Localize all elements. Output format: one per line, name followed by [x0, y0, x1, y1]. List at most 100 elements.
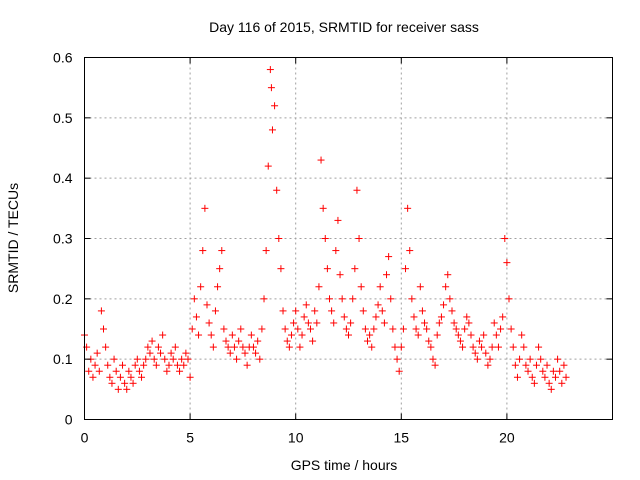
data-point — [336, 271, 344, 279]
data-point — [304, 319, 312, 327]
data-point — [537, 355, 545, 363]
data-point — [518, 331, 526, 339]
data-point — [459, 343, 467, 351]
data-point — [461, 325, 469, 333]
data-point — [161, 355, 169, 363]
data-point — [292, 307, 300, 315]
data-point — [267, 84, 275, 92]
data-point — [319, 204, 327, 212]
y-axis-label: SRMTID / TECUs — [5, 183, 21, 293]
data-point — [283, 337, 291, 345]
data-point — [368, 343, 376, 351]
y-tick-label: 0.4 — [53, 170, 73, 186]
data-point — [178, 355, 186, 363]
data-point — [347, 319, 355, 327]
data-point — [148, 337, 156, 345]
data-point — [144, 343, 152, 351]
data-point — [195, 331, 203, 339]
data-point — [119, 361, 127, 369]
data-point — [494, 343, 502, 351]
data-point — [138, 373, 146, 381]
y-tick-label: 0.5 — [53, 110, 73, 126]
data-point — [226, 349, 234, 357]
data-point — [366, 331, 374, 339]
data-point — [370, 325, 378, 333]
data-point — [142, 355, 150, 363]
data-point — [357, 283, 365, 291]
data-point — [249, 343, 257, 351]
data-point — [444, 271, 452, 279]
data-point — [203, 301, 211, 309]
data-point — [393, 355, 401, 363]
data-point — [325, 295, 333, 303]
y-tick-label: 0.3 — [53, 231, 73, 247]
data-point — [450, 319, 458, 327]
data-point — [159, 331, 167, 339]
data-point — [391, 343, 399, 351]
data-point — [224, 343, 232, 351]
data-point — [220, 325, 228, 333]
data-point — [275, 235, 283, 242]
data-point — [505, 295, 513, 303]
data-point — [421, 319, 429, 327]
data-point — [513, 373, 521, 381]
data-point — [535, 343, 543, 351]
data-point — [121, 379, 129, 387]
data-point — [281, 325, 289, 333]
data-point — [228, 331, 236, 339]
data-point — [127, 373, 135, 381]
data-point — [167, 349, 175, 357]
x-tick-label: 10 — [288, 430, 304, 446]
data-point — [112, 367, 120, 375]
data-point — [222, 337, 230, 345]
data-point — [197, 283, 205, 291]
data-point — [473, 355, 481, 363]
data-point — [488, 343, 496, 351]
data-point — [359, 307, 367, 315]
data-point — [146, 349, 154, 357]
data-point — [528, 373, 536, 381]
data-point — [188, 325, 196, 333]
data-point — [334, 216, 342, 224]
data-point — [399, 325, 407, 333]
data-point — [157, 349, 165, 357]
data-point — [116, 373, 124, 381]
data-point — [154, 343, 162, 351]
axis-ticks: 0 0.1 0.2 0.3 0.4 0.5 0.6 0 5 10 15 20 — [53, 50, 613, 446]
data-point — [256, 355, 264, 363]
data-point — [150, 355, 158, 363]
data-point — [416, 283, 424, 291]
data-point — [233, 355, 241, 363]
data-point — [345, 331, 352, 339]
data-point — [300, 313, 308, 321]
data-point — [273, 186, 281, 194]
data-point — [294, 325, 302, 333]
data-point — [201, 204, 209, 212]
data-point — [190, 295, 198, 303]
data-point — [298, 331, 306, 339]
data-point — [97, 307, 105, 315]
data-point — [315, 283, 323, 291]
data-point — [545, 379, 553, 387]
data-point — [406, 247, 414, 255]
data-point — [108, 379, 116, 387]
data-point — [431, 361, 439, 369]
data-point — [516, 355, 524, 363]
data-point — [511, 361, 519, 369]
chart-title: Day 116 of 2015, SRMTID for receiver sas… — [209, 19, 479, 35]
data-point — [306, 325, 314, 333]
data-point — [501, 235, 509, 242]
data-point — [551, 373, 559, 381]
data-point — [402, 265, 410, 273]
data-point — [530, 379, 538, 387]
data-point — [216, 265, 224, 273]
data-point — [165, 361, 173, 369]
data-point — [207, 331, 215, 339]
data-point — [290, 319, 298, 327]
data-point — [125, 367, 133, 375]
data-point — [539, 367, 547, 375]
data-point — [258, 325, 266, 333]
data-point — [440, 301, 448, 309]
data-point — [230, 343, 238, 351]
